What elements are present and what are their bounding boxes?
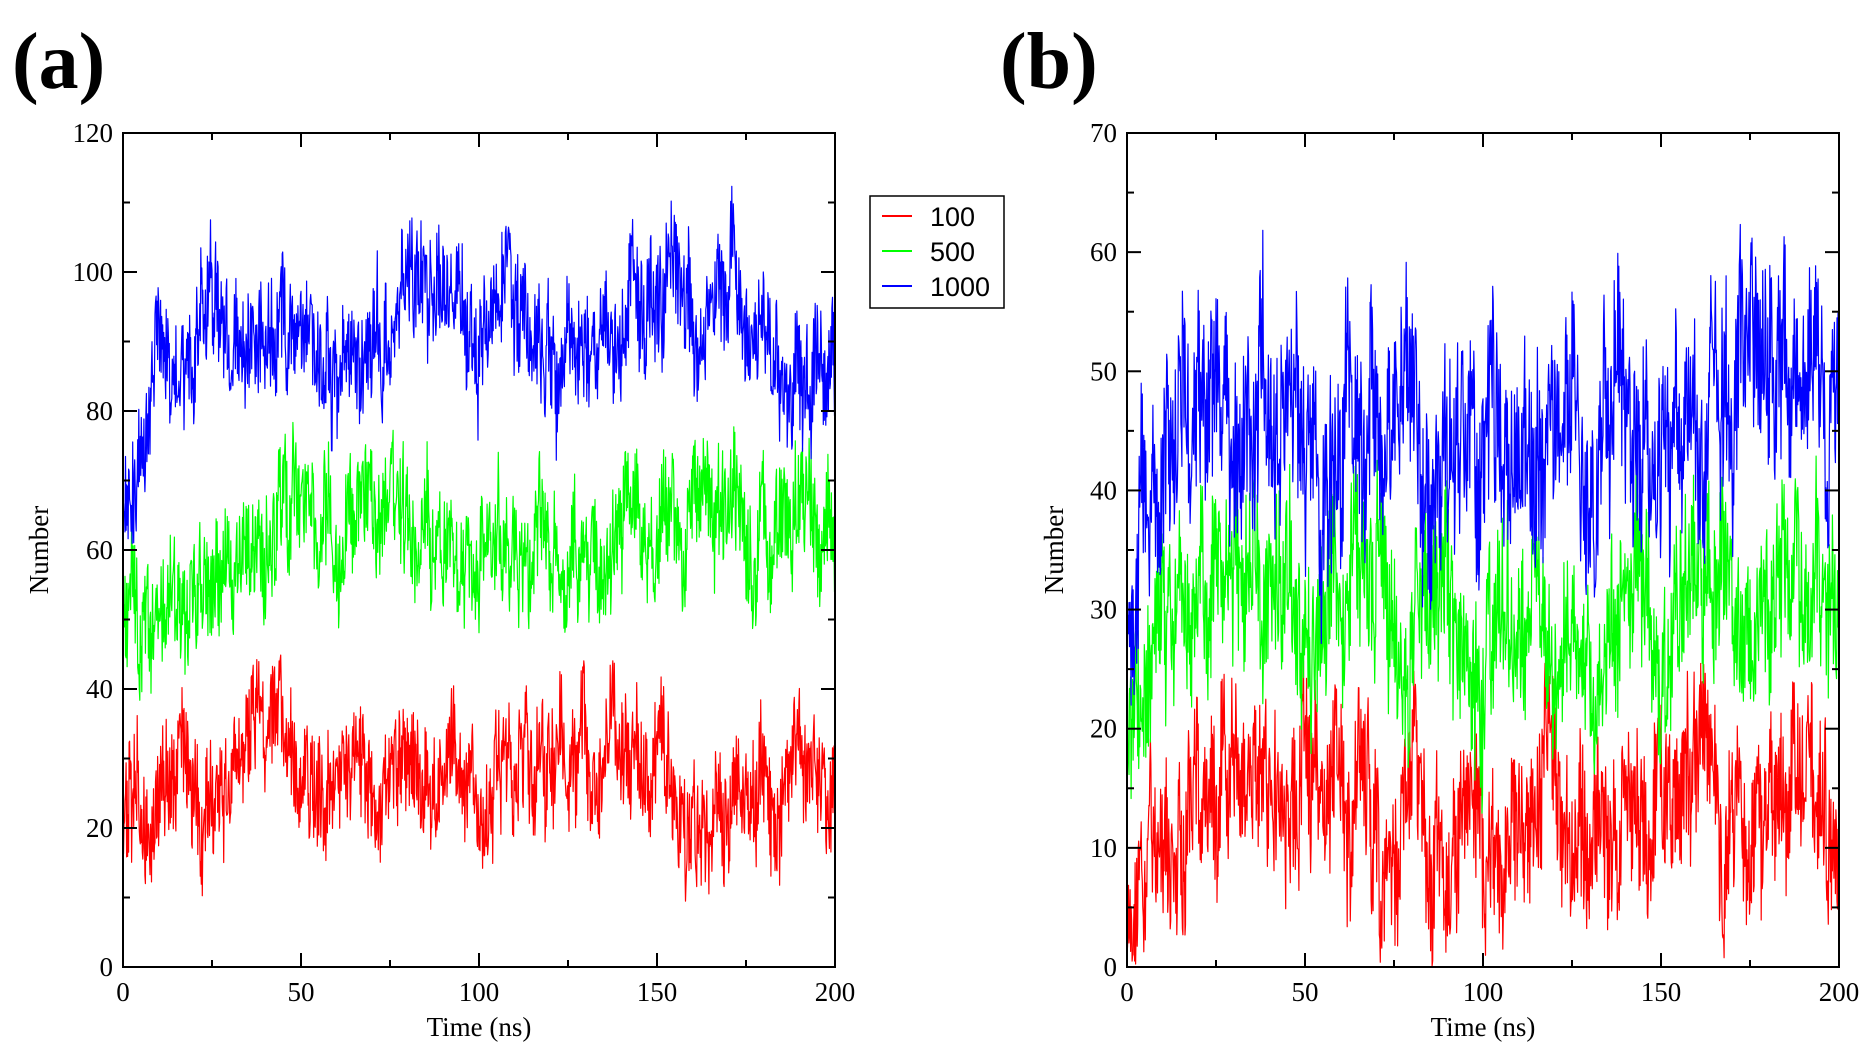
panel-a-y-tick-label-20: 20 bbox=[86, 813, 113, 843]
panel-a-y-ticks: 0 20 40 60 80 100 120 bbox=[73, 118, 835, 982]
panel-a-x-tick-label-100: 100 bbox=[459, 977, 500, 1007]
panel-b-y-tick-label-70: 70 bbox=[1090, 118, 1117, 148]
panel-b-x-ticks: 0 50 100 150 200 bbox=[1120, 133, 1859, 1007]
panel-b-y-tick-label-40: 40 bbox=[1090, 475, 1117, 505]
panel-b-y-tick-label-10: 10 bbox=[1090, 833, 1117, 863]
panel-b-series-100 bbox=[1126, 659, 1840, 967]
panel-a-x-tick-label-50: 50 bbox=[288, 977, 315, 1007]
panel-a-series-100 bbox=[122, 654, 836, 902]
panel-a-series-group bbox=[122, 185, 836, 902]
panel-b-x-axis-title: Time (ns) bbox=[1431, 1012, 1536, 1042]
panel-b-x-tick-label-50: 50 bbox=[1292, 977, 1319, 1007]
legend: 100 500 1000 bbox=[869, 195, 1005, 309]
panel-b-series-group bbox=[1126, 223, 1840, 967]
panel-a-x-ticks: 0 50 100 150 200 bbox=[116, 133, 855, 1007]
panel-a-y-tick-label-40: 40 bbox=[86, 674, 113, 704]
panel-a-x-tick-label-0: 0 bbox=[116, 977, 130, 1007]
legend-label-1000: 1000 bbox=[930, 272, 990, 302]
panel-a: (a) 0 50 100 150 200 0 20 40 60 80 100 120 Time (n… bbox=[12, 18, 1005, 1042]
panel-a-x-axis-title: Time (ns) bbox=[427, 1012, 532, 1042]
legend-label-500: 500 bbox=[930, 237, 975, 267]
panel-b-x-tick-label-0: 0 bbox=[1120, 977, 1134, 1007]
panel-a-y-tick-label-80: 80 bbox=[86, 396, 113, 426]
panel-b-y-tick-label-30: 30 bbox=[1090, 595, 1117, 625]
panel-b-x-tick-label-150: 150 bbox=[1641, 977, 1682, 1007]
legend-label-100: 100 bbox=[930, 202, 975, 232]
panel-b-series-1000 bbox=[1126, 223, 1840, 706]
panel-a-label: (a) bbox=[12, 18, 105, 106]
panel-a-y-tick-label-100: 100 bbox=[73, 257, 114, 287]
panel-a-x-tick-label-150: 150 bbox=[637, 977, 678, 1007]
panel-b-y-tick-label-60: 60 bbox=[1090, 237, 1117, 267]
panel-a-series-1000 bbox=[122, 185, 836, 545]
panel-a-y-tick-label-120: 120 bbox=[73, 118, 114, 148]
panel-a-series-500 bbox=[122, 421, 836, 701]
panel-b-y-axis-title: Number bbox=[1039, 506, 1069, 594]
panel-a-x-tick-label-200: 200 bbox=[815, 977, 856, 1007]
panel-a-y-axis-title: Number bbox=[24, 506, 54, 594]
panel-b-y-tick-label-50: 50 bbox=[1090, 356, 1117, 386]
panel-b-x-tick-label-200: 200 bbox=[1819, 977, 1860, 1007]
panel-b: (b) 0 50 100 150 200 0 10 20 30 40 50 60 70 Time (n… bbox=[1000, 18, 1859, 1042]
panel-b-y-tick-label-20: 20 bbox=[1090, 714, 1117, 744]
panel-a-y-tick-label-60: 60 bbox=[86, 535, 113, 565]
panel-b-x-tick-label-100: 100 bbox=[1463, 977, 1504, 1007]
panel-b-y-ticks: 0 10 20 30 40 50 60 70 bbox=[1090, 118, 1839, 982]
panel-b-label: (b) bbox=[1000, 18, 1098, 106]
panel-b-y-tick-label-0: 0 bbox=[1104, 952, 1118, 982]
panel-a-y-tick-label-0: 0 bbox=[100, 952, 114, 982]
